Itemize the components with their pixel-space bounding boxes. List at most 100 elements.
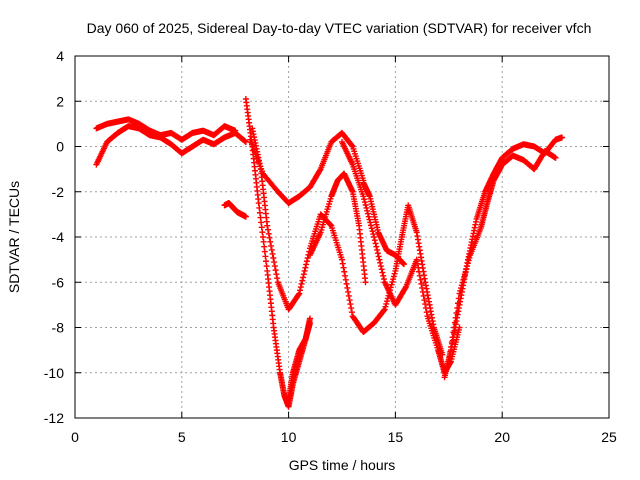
data-point	[385, 292, 392, 299]
data-point	[232, 127, 239, 134]
data-point	[381, 306, 388, 313]
data-point	[373, 243, 380, 250]
data-point	[272, 267, 279, 274]
data-point	[466, 254, 473, 261]
data-point	[454, 300, 461, 307]
data-point	[266, 234, 273, 241]
x-tick-label: 20	[494, 429, 510, 445]
data-point	[458, 285, 465, 292]
data-point	[339, 256, 345, 263]
data-point	[418, 280, 425, 287]
series-5	[247, 129, 367, 207]
data-point	[364, 210, 371, 217]
data-point	[370, 231, 377, 238]
data-point	[414, 260, 421, 267]
data-point	[379, 269, 386, 276]
data-point	[377, 259, 384, 266]
data-point	[327, 221, 334, 228]
data-point	[462, 268, 469, 275]
x-tick-label: 0	[71, 429, 79, 445]
data-point	[367, 222, 374, 229]
plot-frame	[74, 55, 610, 419]
x-tick-label: 15	[388, 429, 404, 445]
data-point	[265, 230, 272, 237]
data-point	[383, 300, 390, 307]
series-13	[360, 179, 407, 268]
data-point	[422, 301, 429, 308]
data-point	[448, 343, 455, 350]
data-point	[448, 339, 455, 346]
data-point	[446, 353, 453, 360]
data-point	[300, 271, 307, 278]
data-point	[342, 276, 349, 283]
y-tick-label: -10	[44, 365, 64, 381]
data-point	[348, 142, 355, 149]
data-point	[264, 222, 271, 229]
y-tick-label: 2	[56, 93, 64, 109]
series-12	[285, 315, 313, 403]
data-point	[363, 204, 370, 211]
data-point	[380, 307, 387, 314]
data-point	[367, 219, 374, 226]
data-point	[365, 213, 372, 220]
data-point	[360, 193, 367, 200]
data-point	[374, 250, 381, 257]
data-point	[342, 272, 349, 279]
data-point	[344, 284, 351, 291]
data-point	[387, 287, 394, 294]
data-point	[345, 292, 352, 299]
data-point	[463, 265, 470, 272]
data-point	[376, 256, 383, 263]
axis-ticks: 0 5 10 15 20 25 -12 -10 -8 -6 -4 -2 0 2 4	[44, 48, 617, 445]
data-point	[458, 282, 465, 289]
data-point	[417, 276, 424, 283]
data-point	[402, 285, 409, 292]
data-point	[297, 287, 304, 294]
data-point	[298, 280, 305, 287]
data-point	[361, 199, 368, 206]
y-tick-label: -4	[52, 229, 65, 245]
data-point	[455, 295, 462, 302]
data-point	[346, 297, 353, 304]
data-points	[93, 95, 566, 410]
data-point	[459, 279, 466, 286]
data-point	[268, 246, 275, 253]
data-point	[420, 292, 427, 299]
data-point	[377, 263, 384, 270]
data-point	[388, 281, 395, 288]
series-10	[445, 148, 559, 365]
y-axis-label: SDTVAR / TECUs	[6, 181, 22, 293]
data-point	[378, 266, 385, 273]
data-point	[296, 290, 303, 297]
data-point	[445, 358, 452, 365]
data-point	[461, 271, 468, 278]
data-point	[242, 213, 249, 220]
data-point	[552, 154, 559, 161]
data-point	[242, 138, 249, 145]
data-point	[439, 351, 446, 358]
series-9	[441, 134, 566, 381]
data-point	[464, 263, 471, 270]
data-point	[362, 279, 369, 286]
x-axis-label: GPS time / hours	[289, 457, 396, 473]
data-point	[413, 256, 420, 263]
series-11	[221, 200, 249, 220]
data-point	[339, 260, 346, 267]
data-point	[271, 259, 278, 266]
data-point	[364, 207, 371, 214]
data-point	[300, 274, 307, 281]
chart-title: Day 060 of 2025, Sidereal Day-to-day VTE…	[87, 20, 592, 36]
grid-lines	[75, 56, 609, 418]
data-point	[366, 216, 373, 223]
data-point	[301, 267, 308, 274]
data-point	[348, 305, 355, 312]
y-tick-label: 4	[56, 48, 64, 64]
data-point	[295, 291, 302, 298]
data-point	[303, 258, 310, 265]
data-point	[384, 298, 391, 305]
data-point	[450, 329, 457, 336]
x-tick-label: 5	[178, 429, 186, 445]
data-point	[345, 288, 352, 295]
data-point	[391, 270, 398, 277]
